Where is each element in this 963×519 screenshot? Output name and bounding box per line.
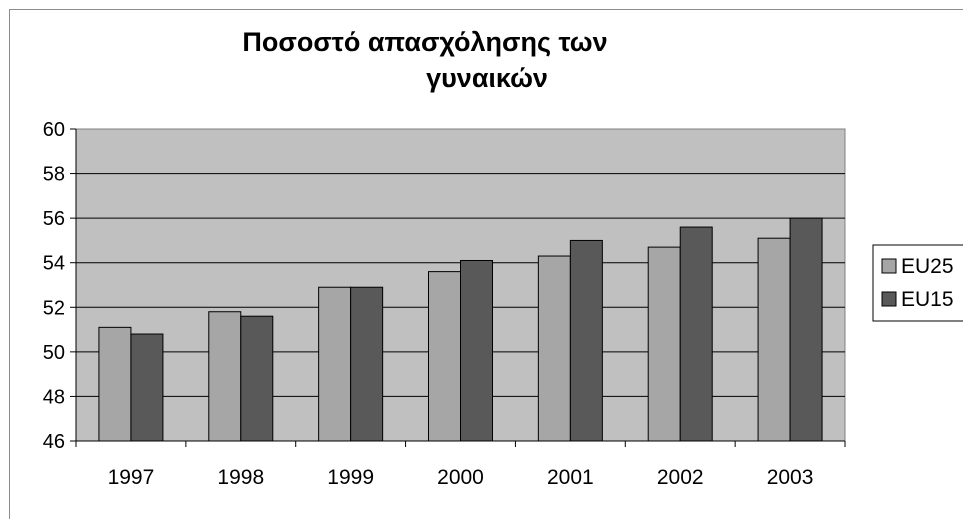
bar-eu15-1998 (240, 315, 274, 442)
plot-area: 46 48 50 52 54 56 58 60 1997 1998 1999 2000 2001 2002… (43, 119, 846, 489)
legend: EU25 EU15 (872, 244, 963, 322)
bar-eu15-1997 (130, 333, 164, 442)
chart-frame (9, 9, 963, 519)
bar-eu25-2002 (647, 246, 681, 442)
y-tick-label: 54 (43, 253, 65, 275)
legend-label-eu15: EU15 (901, 288, 954, 311)
bar-eu15-2002 (679, 226, 713, 442)
legend-box (872, 244, 963, 322)
x-tick-label: 2000 (437, 466, 484, 489)
bar-eu25-1999 (318, 286, 352, 442)
bar-eu25-2003 (757, 237, 791, 442)
legend-swatch-eu25 (881, 258, 897, 274)
y-tick-label: 52 (43, 297, 65, 319)
y-tick-label: 60 (43, 119, 65, 141)
legend-swatch-eu15 (881, 291, 897, 307)
x-tick-label: 1999 (327, 466, 374, 489)
bar-eu25-1998 (208, 311, 242, 442)
bar-eu25-1997 (98, 326, 132, 442)
y-tick-label: 46 (43, 431, 65, 453)
bar-eu15-2001 (569, 239, 603, 442)
x-tick-label: 2002 (657, 466, 704, 489)
y-tick-label: 48 (43, 386, 65, 408)
x-tick-label: 2001 (547, 466, 594, 489)
y-tick-label: 56 (43, 208, 65, 230)
bar-eu25-2001 (537, 255, 571, 442)
bar-eu25-2000 (428, 271, 461, 442)
x-tick-label: 1997 (108, 466, 155, 489)
legend-label-eu25: EU25 (901, 255, 954, 278)
chart-title-line-1: Ποσοστό απασχόλησης των (242, 27, 607, 57)
chart-title-line-2: γυναικών (426, 63, 548, 93)
bar-eu15-2003 (789, 217, 823, 442)
y-tick-label: 50 (43, 342, 65, 364)
x-tick-label: 2003 (767, 466, 814, 489)
bar-eu15-1999 (350, 286, 384, 442)
x-tick-label: 1998 (217, 466, 264, 489)
bar-eu15-2000 (460, 259, 493, 442)
y-tick-label: 58 (43, 164, 65, 186)
